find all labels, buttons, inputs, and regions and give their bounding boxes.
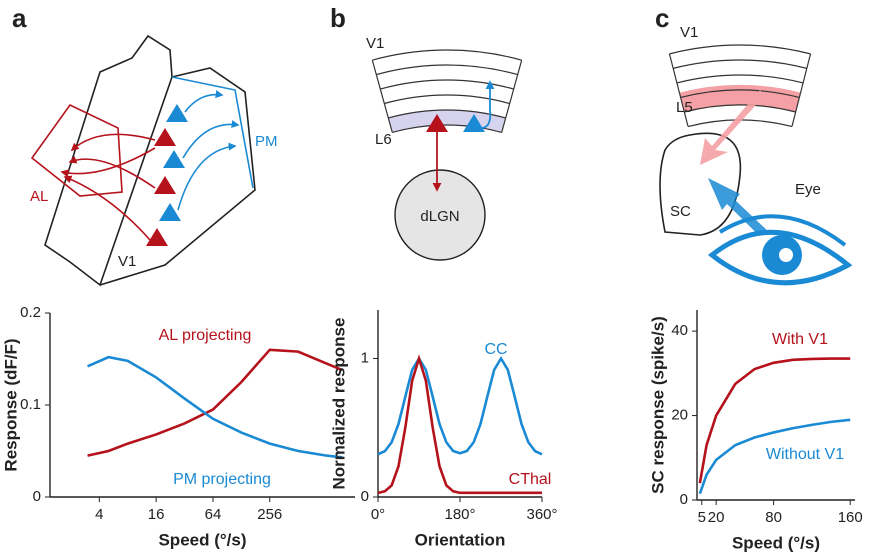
- legend-entry: Without V1: [766, 446, 844, 463]
- diagram-label: V1: [118, 253, 136, 270]
- series-line: [87, 348, 343, 457]
- x-tick-label: 180°: [444, 506, 475, 523]
- diagram-label: L6: [375, 131, 392, 148]
- y-tick-label: 0.1: [20, 396, 41, 413]
- x-tick-label: 80: [765, 509, 782, 526]
- layer-band: [679, 85, 801, 112]
- y-axis-label: Normalized response: [329, 318, 348, 490]
- x-tick-label: 5: [698, 509, 706, 526]
- x-tick-label: 160: [838, 509, 863, 526]
- y-tick-label: 1: [361, 349, 369, 366]
- series-line: [377, 354, 542, 495]
- layer-line: [376, 64, 518, 76]
- layer-edge: [668, 53, 689, 127]
- y-tick-label: 20: [671, 407, 688, 424]
- brain-diagram: [30, 34, 256, 287]
- series-line: [698, 418, 851, 495]
- dlgn-diagram: [394, 80, 495, 261]
- panel-label: c: [655, 3, 669, 33]
- y-tick-label: 40: [671, 322, 688, 339]
- cortex-layers: [668, 44, 812, 128]
- diagram-label: dLGN: [420, 208, 459, 225]
- x-tick-label: 256: [257, 506, 282, 523]
- y-axis-label: SC response (spike/s): [648, 316, 667, 494]
- series-line: [698, 357, 851, 484]
- legend-entry: CThal: [509, 471, 552, 488]
- layer-line: [384, 94, 510, 105]
- diagram-label: PM: [255, 133, 278, 150]
- y-tick-label: 0: [33, 488, 41, 505]
- x-axis-label: Speed (°/s): [158, 530, 246, 549]
- layer-line: [684, 104, 796, 113]
- x-tick-label: 20: [708, 509, 725, 526]
- layer-line: [380, 79, 514, 90]
- sc-eye-diagram: [659, 90, 853, 286]
- layer-line: [372, 49, 522, 61]
- legend-entry: With V1: [772, 331, 828, 348]
- diagram-label: Eye: [795, 181, 821, 198]
- y-tick-label: 0.2: [20, 304, 41, 321]
- cortex-layers: [371, 49, 523, 134]
- panel-label: b: [330, 3, 346, 33]
- x-tick-label: 0°: [371, 506, 385, 523]
- layer-line: [680, 89, 800, 99]
- panel-label: a: [12, 3, 27, 33]
- layer-line: [392, 124, 502, 134]
- layer-line: [669, 44, 811, 55]
- diagram-label: AL: [30, 188, 48, 205]
- layer-line: [673, 59, 807, 69]
- y-tick-label: 0: [361, 488, 369, 505]
- legend-entry: CC: [484, 341, 507, 358]
- diagram-label: V1: [680, 24, 698, 41]
- y-axis-label: Response (dF/F): [1, 338, 20, 471]
- layer-edge: [501, 59, 523, 133]
- x-axis-label: Orientation: [415, 530, 506, 549]
- y-tick-label: 0: [680, 491, 688, 508]
- layer-line: [388, 109, 506, 119]
- x-tick-label: 4: [95, 506, 103, 523]
- x-tick-label: 360°: [526, 506, 557, 523]
- diagram-label: V1: [366, 35, 384, 52]
- series-line: [87, 355, 343, 459]
- diagram-label: SC: [670, 203, 691, 220]
- diagram-label: L5: [676, 99, 693, 116]
- legend-entry: AL projecting: [159, 327, 252, 344]
- layer-line: [676, 74, 804, 84]
- legend-entry: PM projecting: [173, 471, 271, 488]
- series-line: [377, 355, 543, 456]
- x-tick-label: 64: [205, 506, 222, 523]
- x-axis-label: Speed (°/s): [732, 533, 820, 552]
- layer-edge: [371, 59, 393, 133]
- layer-edge: [791, 53, 812, 127]
- x-tick-label: 16: [148, 506, 165, 523]
